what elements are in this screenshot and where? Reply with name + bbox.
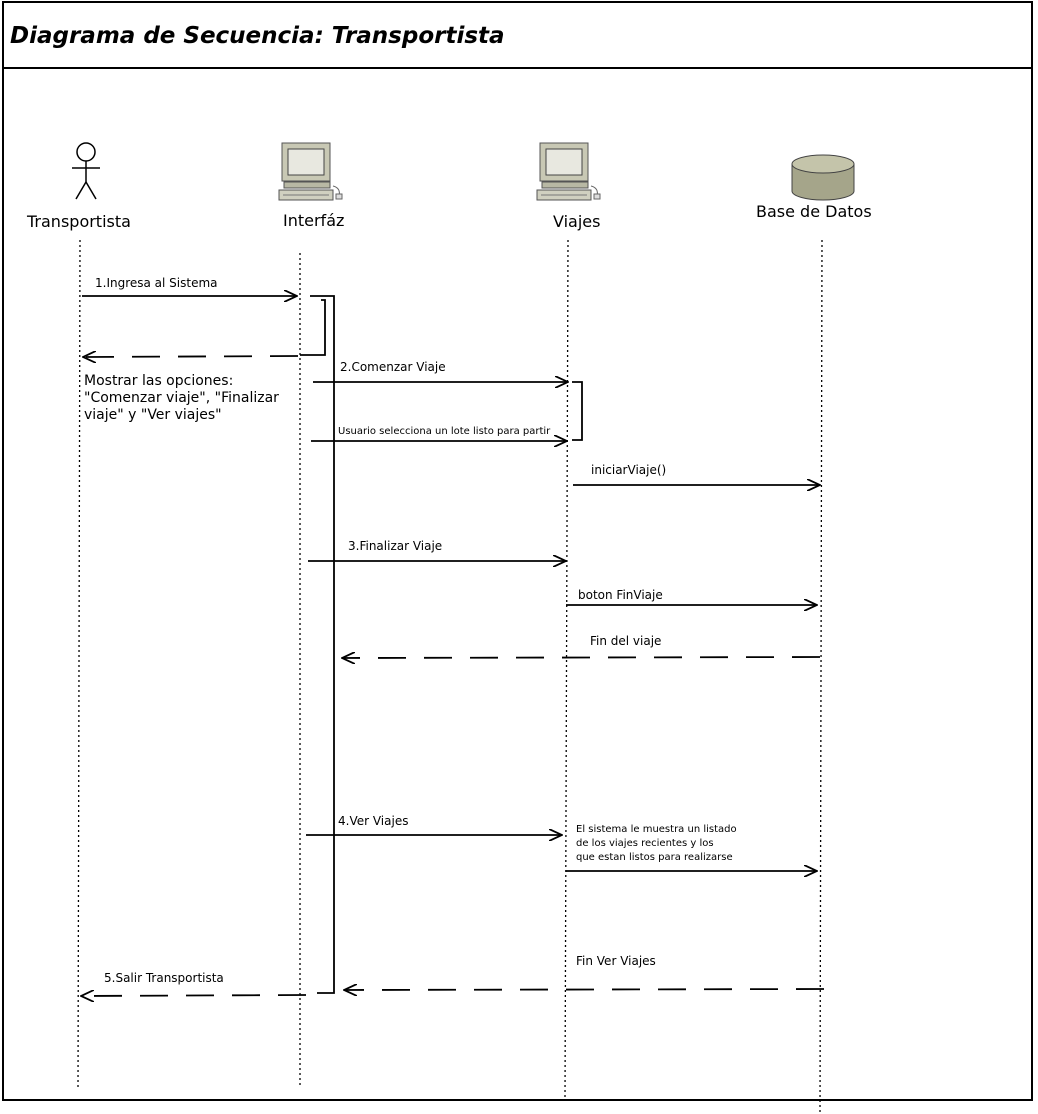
lifeline-transportista [77, 239, 81, 1091]
message-label: boton FinViaje [578, 588, 663, 602]
message-label: iniciarViaje() [591, 463, 667, 477]
return-salir-transportista [81, 995, 307, 996]
message-label: 4.Ver Viajes [338, 814, 409, 828]
lifeline-label-base-datos: Base de Datos [756, 202, 872, 221]
computer-icon [278, 142, 343, 201]
stick-figure-icon [72, 142, 100, 200]
lifeline-label-viajes: Viajes [553, 212, 601, 231]
diagram-header: Diagrama de Secuencia: Transportista [2, 1, 1033, 69]
message-label: Fin Ver Viajes [576, 954, 656, 968]
lifeline-base-datos [819, 239, 823, 1113]
message-label: 3.Finalizar Viaje [348, 539, 443, 553]
lifeline-viajes [564, 239, 569, 1099]
self-loop-interfaz [300, 299, 326, 356]
message-note: El sistema le muestra un listado de los … [576, 824, 737, 863]
return-mostrar-opciones [83, 356, 299, 357]
diagram-title: Diagrama de Secuencia: Transportista [10, 23, 505, 49]
database-icon [791, 154, 855, 201]
lifeline-label-interfaz: Interfáz [283, 211, 345, 230]
self-loop-viajes [572, 381, 583, 441]
computer-icon [536, 142, 601, 201]
lifeline-label-transportista: Transportista [27, 212, 131, 231]
return-fin-del-viaje [342, 657, 821, 658]
activation-interfaz [310, 295, 335, 994]
return-fin-ver-viajes [344, 989, 825, 990]
message-label: Fin del viaje [590, 634, 662, 648]
message-label: 1.Ingresa al Sistema [95, 276, 218, 290]
message-label: 2.Comenzar Viaje [340, 360, 446, 374]
message-label: Usuario selecciona un lote listo para pa… [338, 426, 551, 437]
message-note: Mostrar las opciones: "Comenzar viaje", … [84, 373, 279, 423]
message-label: 5.Salir Transportista [104, 971, 224, 985]
